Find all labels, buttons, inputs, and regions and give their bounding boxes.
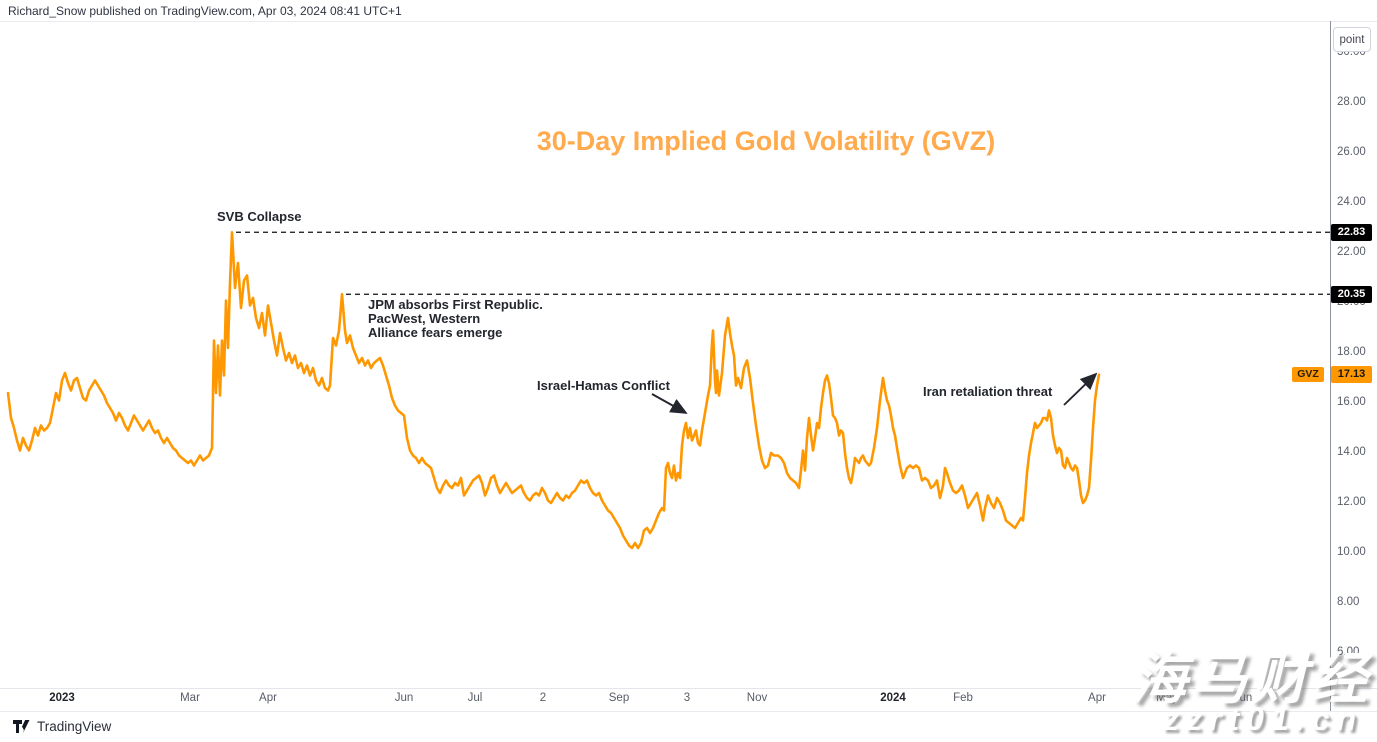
- x-axis-label-Sep: Sep: [608, 692, 630, 704]
- y-axis-label-18.00: 18.00: [1337, 346, 1366, 358]
- annotation-jpm-first-republic: JPM absorbs First Republic. PacWest, Wes…: [368, 298, 543, 340]
- annotation-israel-hamas: Israel-Hamas Conflict: [537, 378, 670, 393]
- y-axis-label-6.00: 6.00: [1337, 646, 1360, 658]
- annotation-jpm-line1: JPM absorbs First Republic.: [368, 297, 543, 312]
- annotation-jpm-line2: PacWest, Western: [368, 311, 481, 326]
- x-axis-label-Apr: Apr: [1088, 692, 1106, 704]
- y-axis-label-26.00: 26.00: [1337, 146, 1366, 158]
- gvz-series-line[interactable]: [6, 231, 1101, 550]
- arrow-iran-retaliation: [1063, 372, 1098, 406]
- series-name-badge: GVZ: [1292, 367, 1324, 383]
- y-axis-label-14.00: 14.00: [1337, 446, 1366, 458]
- dashed-level-lines: [236, 231, 1330, 295]
- attribution-text: Richard_Snow published on TradingView.co…: [8, 4, 402, 18]
- x-axis-label-2024: 2024: [880, 692, 906, 704]
- y-axis-label-28.00: 28.00: [1337, 96, 1366, 108]
- x-axis-label-Jun: Jun: [394, 692, 414, 704]
- tradingview-logo-icon: [13, 720, 30, 733]
- level-badge-20.35: 20.35: [1331, 285, 1372, 303]
- time-scale-bottom-border: [0, 711, 1377, 712]
- price-scale-unit-button[interactable]: point: [1333, 27, 1371, 52]
- watermark-chinese-text: 海马财经: [1131, 647, 1371, 710]
- tradingview-logo-text: TradingView: [37, 719, 112, 734]
- x-axis-label-3: 3: [683, 692, 691, 704]
- chart-title: 30-Day Implied Gold Volatility (GVZ): [536, 126, 996, 156]
- x-axis-label-2023: 2023: [49, 692, 75, 704]
- x-axis-label-May: May: [1156, 692, 1178, 704]
- x-axis-label-Mar: Mar: [180, 692, 200, 704]
- y-axis-label-22.00: 22.00: [1337, 246, 1366, 258]
- y-axis-label-8.00: 8.00: [1337, 596, 1360, 608]
- price-scale-border: [1330, 21, 1331, 711]
- annotation-svb-collapse: SVB Collapse: [217, 209, 302, 224]
- x-axis-label-Nov: Nov: [746, 692, 768, 704]
- x-axis-label-Feb: Feb: [953, 692, 973, 704]
- x-axis-label-Jun: Jun: [1233, 692, 1253, 704]
- time-scale-top-border: [0, 688, 1377, 689]
- annotation-arrows: [651, 372, 1098, 414]
- pane-top-divider: [0, 21, 1377, 22]
- last-value-badge: 17.13: [1331, 366, 1372, 384]
- y-axis-label-10.00: 10.00: [1337, 546, 1366, 558]
- y-axis-label-12.00: 12.00: [1337, 496, 1366, 508]
- x-axis-label-Apr: Apr: [259, 692, 277, 704]
- tradingview-logo[interactable]: TradingView: [13, 719, 111, 734]
- y-axis-label-16.00: 16.00: [1337, 396, 1366, 408]
- annotation-iran-retaliation: Iran retaliation threat: [923, 384, 1053, 399]
- arrow-israel-hamas: [651, 393, 688, 414]
- annotation-jpm-line3: Alliance fears emerge: [368, 325, 503, 340]
- x-axis-label-2: 2: [539, 692, 547, 704]
- y-axis-label-24.00: 24.00: [1337, 196, 1366, 208]
- watermark-url-text: zzrt01.cn: [1163, 701, 1363, 737]
- x-axis-label-Jul: Jul: [467, 692, 483, 704]
- level-badge-22.83: 22.83: [1331, 223, 1372, 241]
